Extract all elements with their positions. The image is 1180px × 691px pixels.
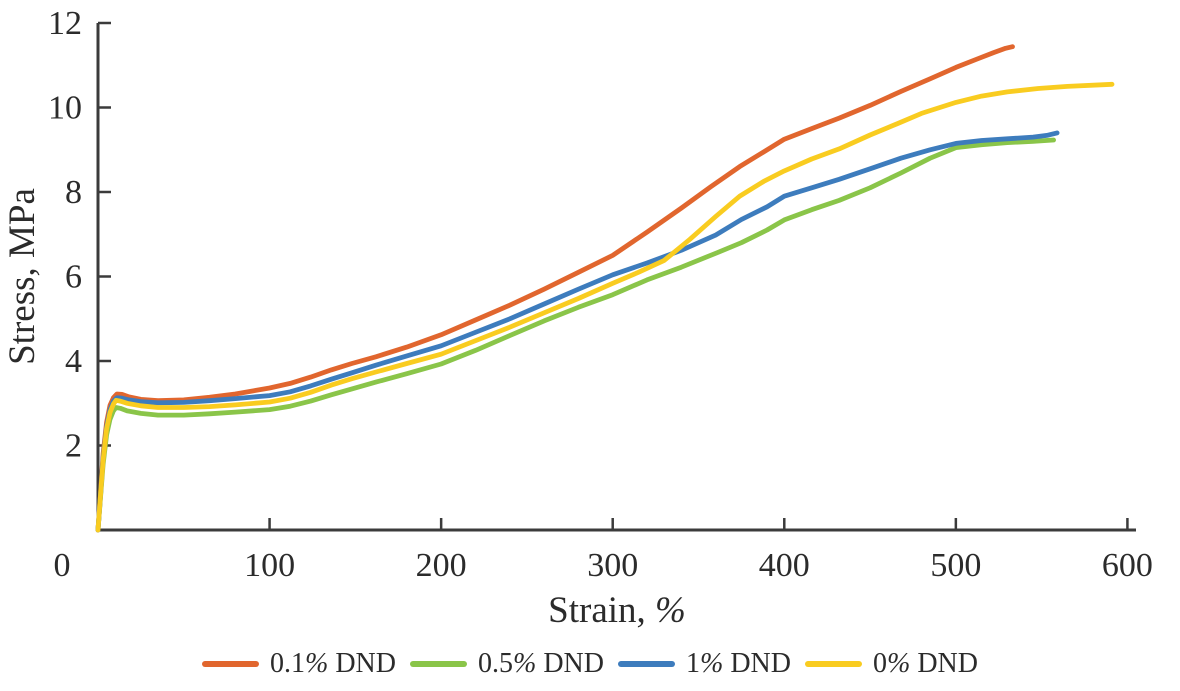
legend-swatch-0.5pct-dnd — [410, 661, 467, 667]
svg-text:300: 300 — [587, 547, 638, 584]
svg-text:4: 4 — [65, 343, 82, 380]
svg-text:8: 8 — [65, 174, 82, 211]
legend-swatch-1pct-dnd — [618, 661, 675, 667]
svg-text:500: 500 — [930, 547, 981, 584]
svg-text:2: 2 — [65, 428, 82, 465]
svg-text:12: 12 — [48, 5, 82, 42]
svg-text:600: 600 — [1102, 547, 1153, 584]
legend-item-0.5pct-dnd: 0.5% DND — [410, 650, 604, 678]
legend-swatch-0.1pct-dnd — [202, 661, 259, 667]
legend-item-0pct-dnd: 0% DND — [805, 650, 978, 678]
svg-text:Stress, MPa: Stress, MPa — [2, 188, 43, 365]
chart-legend: 0.1% DND 0.5% DND 1% DND 0% DND — [0, 644, 1180, 684]
svg-text:100: 100 — [244, 547, 295, 584]
legend-label-0.1pct-dnd: 0.1% DND — [270, 648, 396, 679]
svg-text:0: 0 — [54, 547, 71, 584]
svg-text:200: 200 — [416, 547, 467, 584]
svg-text:Strain, %: Strain, % — [548, 590, 686, 631]
stress-strain-chart: 2 4 6 8 10 12 0 100 200 300 400 500 600 Strain, % Stre… — [2, 5, 1153, 631]
svg-text:10: 10 — [48, 90, 82, 127]
legend-swatch-0pct-dnd — [805, 661, 862, 667]
legend-label-0.5pct-dnd: 0.5% DND — [478, 648, 604, 679]
legend-item-0.1pct-dnd: 0.1% DND — [202, 650, 396, 678]
legend-item-1pct-dnd: 1% DND — [618, 650, 791, 678]
svg-text:6: 6 — [65, 259, 82, 296]
legend-label-1pct-dnd: 1% DND — [686, 648, 791, 679]
svg-text:400: 400 — [759, 547, 810, 584]
legend-label-0pct-dnd: 0% DND — [873, 648, 978, 679]
